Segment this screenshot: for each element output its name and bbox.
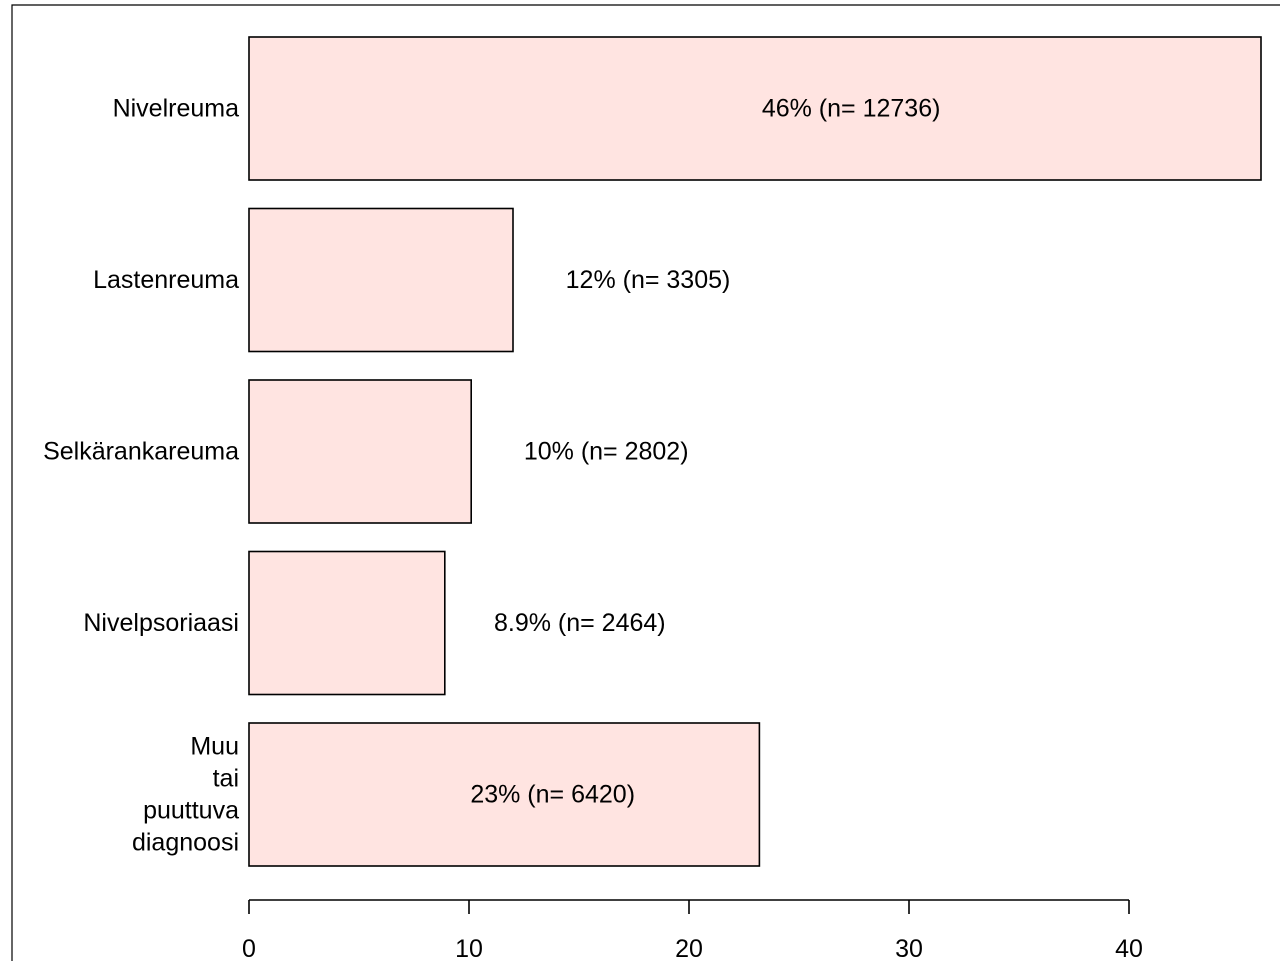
x-tick-label: 0 [242,935,256,961]
bar [248,379,472,524]
data-label: 46% (n= 12736) [762,95,941,123]
bar [248,722,761,867]
category-label: Selkärankareuma [43,438,239,466]
category-label: Lastenreuma [93,266,239,294]
category-label: Nivelpsoriaasi [83,609,239,637]
category-label: Nivelreuma [113,95,240,123]
category-label: Muu [190,733,239,761]
category-label: tai [213,765,239,793]
x-axis: 0 10 20 30 40 [242,899,1143,961]
data-label: 8.9% (n= 2464) [494,609,666,637]
category-label: diagnoosi [132,829,239,857]
x-tick-label: 20 [675,935,703,961]
bar [248,207,514,353]
bar [248,36,1262,181]
x-tick-label: 30 [895,935,923,961]
bar [248,550,446,696]
x-tick-label: 10 [455,935,483,961]
category-label: puuttuva [143,797,239,825]
bars-layer [248,36,1262,867]
plot-frame [11,4,1280,961]
data-label: 23% (n= 6420) [470,781,635,809]
x-tick-label: 40 [1115,935,1143,961]
data-label: 12% (n= 3305) [566,266,731,294]
data-label: 10% (n= 2802) [524,438,689,466]
labels-layer: 46% (n= 12736) Nivelreuma 12% (n= 3305) Las… [43,95,940,857]
